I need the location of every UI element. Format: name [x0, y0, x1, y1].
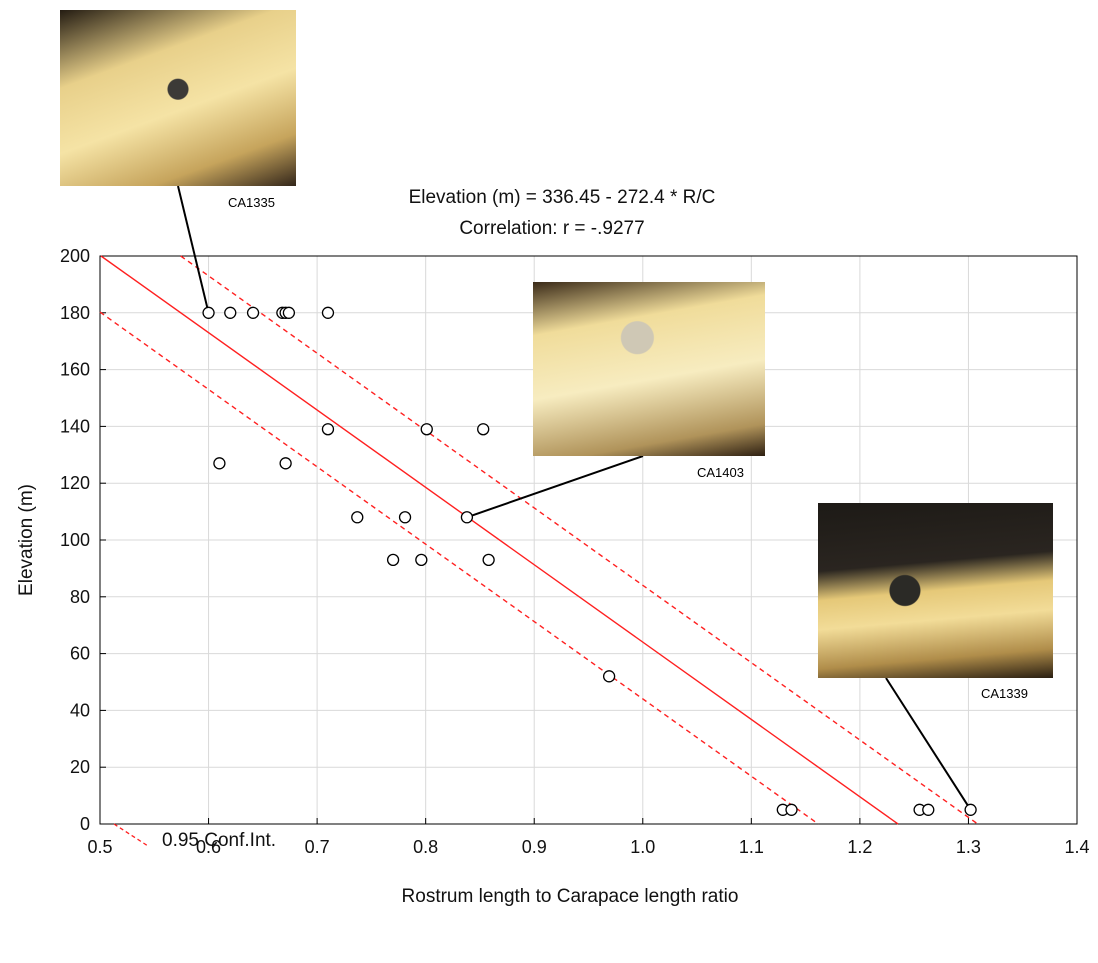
y-axis-ticks: 0 20 40 60 80 100 120 140 160 180 200: [60, 246, 106, 834]
annotation-connector: [466, 455, 644, 519]
data-point: [964, 803, 977, 816]
y-tick-label: 80: [70, 587, 90, 607]
x-tick-label: 0.9: [522, 837, 547, 857]
y-tick-label: 120: [60, 473, 90, 493]
x-tick-label: 1.4: [1064, 837, 1089, 857]
data-point: [415, 553, 428, 567]
data-points: [202, 306, 977, 816]
y-tick-label: 20: [70, 757, 90, 777]
data-point: [321, 306, 335, 319]
data-point: [785, 803, 798, 816]
y-tick-label: 40: [70, 700, 90, 720]
data-point: [202, 306, 215, 319]
photo-label-ca1403: CA1403: [697, 465, 744, 480]
data-point: [386, 553, 400, 567]
data-point: [460, 511, 474, 524]
data-point: [420, 423, 433, 436]
annotation-connector: [885, 677, 972, 811]
regression-line: [100, 255, 899, 825]
y-tick-label: 160: [60, 360, 90, 380]
photo-inset-ca1339: [818, 503, 1053, 678]
confidence-upper-line: [180, 255, 979, 825]
annotation-connectors: [177, 185, 972, 811]
legend-swatch: [113, 823, 149, 847]
photo-inset-ca1335: [60, 10, 296, 186]
photo-inset-ca1403: [533, 282, 765, 456]
x-axis-ticks: 0.5 0.6 0.7 0.8 0.9 1.0 1.1 1.2 1.3 1.4: [87, 818, 1090, 857]
x-axis-label: Rostrum length to Carapace length ratio: [402, 886, 739, 907]
data-point: [922, 803, 935, 816]
data-point: [477, 423, 490, 436]
photo-label-ca1339: CA1339: [981, 686, 1028, 701]
shrimp-photo: [60, 10, 296, 186]
shrimp-photo: [818, 503, 1053, 678]
y-axis-label: Elevation (m): [16, 484, 37, 596]
annotation-connector: [177, 185, 210, 314]
x-tick-label: 1.3: [956, 837, 981, 857]
chart-title-line1: Elevation (m) = 336.45 - 272.4 * R/C: [409, 187, 716, 208]
shrimp-photo: [533, 282, 765, 456]
data-point: [351, 511, 364, 524]
chart-title-line2: Correlation: r = -.9277: [459, 218, 644, 239]
x-tick-label: 1.2: [847, 837, 872, 857]
data-point: [246, 306, 260, 319]
data-point: [321, 423, 335, 436]
regression-lines: [99, 255, 979, 825]
data-point: [482, 553, 495, 567]
data-point: [213, 457, 226, 470]
data-point: [224, 306, 237, 319]
x-tick-label: 1.1: [739, 837, 764, 857]
x-tick-label: 0.5: [87, 837, 112, 857]
x-tick-label: 1.0: [630, 837, 655, 857]
y-tick-label: 140: [60, 416, 90, 436]
y-tick-label: 100: [60, 530, 90, 550]
data-point: [398, 511, 412, 524]
photo-label-ca1335: CA1335: [228, 195, 275, 210]
y-tick-label: 60: [70, 644, 90, 664]
confidence-lower-line: [99, 311, 819, 825]
legend-label: 0.95 Conf.Int.: [162, 830, 276, 851]
data-point: [279, 457, 292, 470]
x-tick-label: 0.7: [305, 837, 330, 857]
y-tick-label: 200: [60, 246, 90, 266]
x-tick-label: 0.8: [413, 837, 438, 857]
y-tick-label: 180: [60, 303, 90, 323]
x-tick-label: 0.6: [196, 837, 221, 857]
data-point: [282, 306, 296, 319]
data-point: [602, 670, 616, 683]
y-tick-label: 0: [80, 814, 90, 834]
